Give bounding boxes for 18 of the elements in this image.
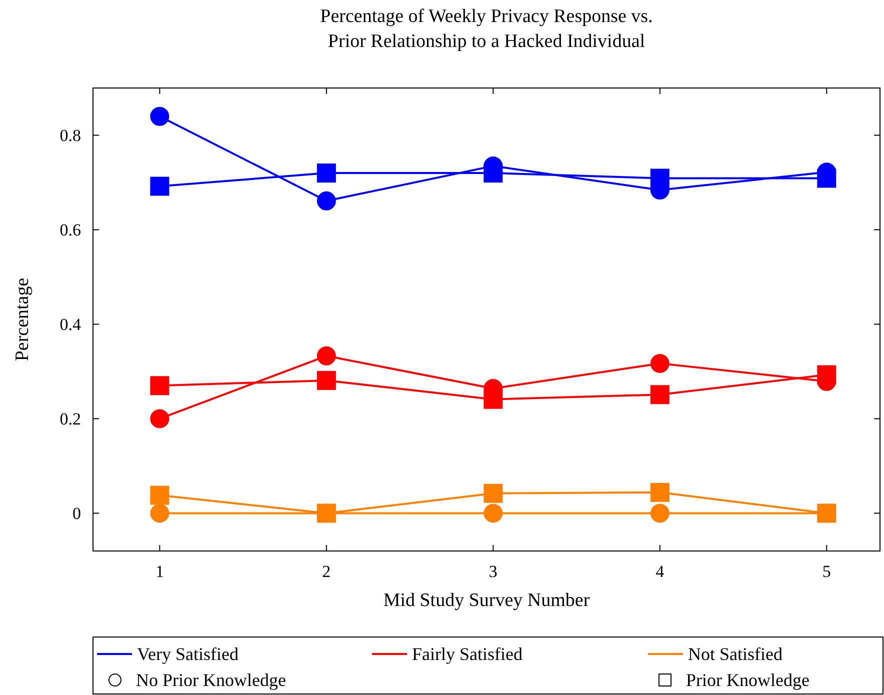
text: Very Satisfied (137, 644, 238, 664)
x-tick-label: 3 (488, 562, 498, 581)
text: Fairly Satisfied (412, 644, 522, 664)
x-tick-label: 1 (155, 562, 164, 581)
y-tick-label: 0.4 (60, 315, 82, 334)
y-tick-label: 0.2 (60, 410, 81, 429)
y-tick-label: 0 (72, 504, 81, 524)
text: Prior Knowledge (686, 670, 810, 690)
text: Not Satisfied (688, 644, 782, 664)
y-tick-label: 0.8 (60, 126, 81, 146)
x-tick-label: 5 (822, 562, 831, 581)
x-axis-title: Mid Study Survey Number (383, 590, 590, 611)
x-tick-label: 2 (322, 562, 331, 581)
y-axis-title: Percentage (12, 278, 33, 362)
x-tick-label: 4 (656, 562, 665, 581)
y-tick-label: 0.6 (60, 220, 81, 240)
text: No Prior Knowledge (136, 670, 286, 690)
chart-title: Percentage of Weekly Privacy Response vs. Prior Relationship to a Hacked Individual (320, 6, 653, 52)
